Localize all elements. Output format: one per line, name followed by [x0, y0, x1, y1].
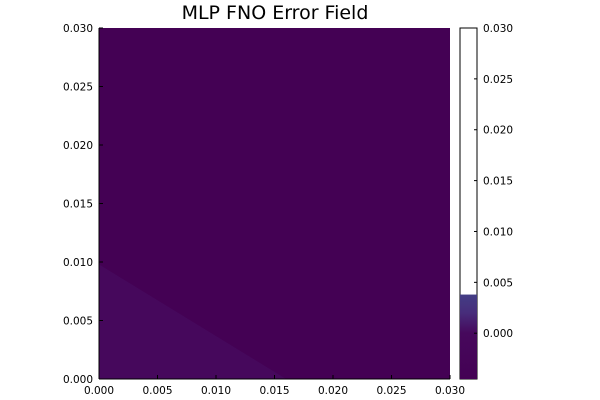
- y-tick-label: 0.000: [63, 374, 93, 386]
- x-tick-label: 0.030: [435, 385, 465, 397]
- x-tick-label: 0.005: [142, 385, 172, 397]
- x-tick-label: 0.025: [376, 385, 406, 397]
- colorbar-tick-label: 0.030: [483, 23, 513, 35]
- x-axis: 0.000 0.005 0.010 0.015 0.020 0.025 0.030: [84, 375, 465, 397]
- y-tick-label: 0.005: [63, 316, 93, 328]
- heatmap-region-0: [99, 264, 287, 379]
- y-tick-label: 0.010: [63, 257, 93, 269]
- colorbar-gradient: [460, 294, 477, 379]
- y-tick-label: 0.025: [63, 82, 93, 94]
- colorbar-tick-label: 0.010: [483, 226, 513, 238]
- y-tick-label: 0.020: [63, 140, 93, 152]
- x-tick-label: 0.000: [84, 385, 114, 397]
- colorbar-tick-label: 0.025: [483, 74, 513, 86]
- colorbar-tick-label: 0.005: [483, 277, 513, 289]
- y-axis: 0.000 0.005 0.010 0.015 0.020 0.025 0.030: [63, 23, 103, 386]
- heatmap-plot: [98, 28, 450, 380]
- x-tick-label: 0.015: [259, 385, 289, 397]
- colorbar-tick-label: 0.020: [483, 125, 513, 137]
- chart-title: MLP FNO Error Field: [182, 2, 369, 24]
- colorbar-tick-label: 0.015: [483, 176, 513, 188]
- y-tick-label: 0.030: [63, 23, 93, 35]
- colorbar-tick-label: 0.000: [483, 328, 513, 340]
- x-tick-label: 0.020: [318, 385, 348, 397]
- x-tick-label: 0.010: [201, 385, 231, 397]
- y-tick-label: 0.015: [63, 199, 93, 211]
- colorbar: 0.000 0.005 0.010 0.015 0.020 0.025 0.030: [459, 23, 513, 380]
